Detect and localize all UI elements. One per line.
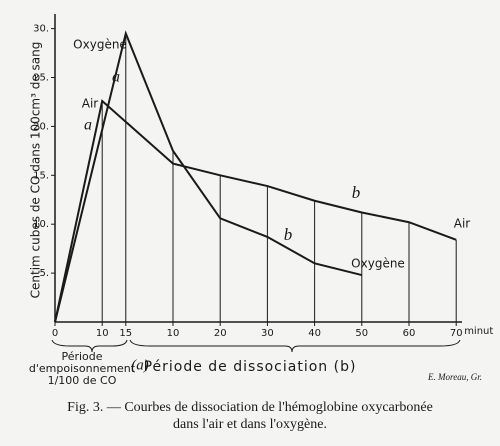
y-tick-label: 5.	[39, 268, 49, 279]
caption: dans l'air et dans l'oxygène.	[173, 417, 327, 432]
y-tick-label: 15.	[33, 170, 49, 181]
brace-a	[51, 339, 128, 353]
y-axis-label: Centim cubes de CO dans 100cm³ de sang	[29, 42, 43, 299]
annotation: E. Moreau, Gr.	[427, 372, 482, 382]
annotation: b	[352, 183, 361, 202]
x-tick-label: 30	[261, 328, 274, 339]
period-a-label: 1/100 de CO	[48, 374, 117, 387]
annotation: b	[284, 225, 293, 244]
period-a-tag: (a)	[131, 357, 149, 373]
y-tick-label: 20.	[33, 121, 49, 132]
series-label: Air	[454, 217, 471, 231]
caption: Fig. 3. — Courbes de dissociation de l'h…	[67, 400, 433, 415]
x-tick-label: 70	[450, 328, 463, 339]
period-b: Période de dissociation (b)	[144, 359, 357, 375]
series-label: Oxygène	[73, 38, 127, 52]
series-line	[54, 30, 363, 323]
y-tick-label: 10.	[33, 219, 49, 230]
y-tick-label: 25.	[33, 73, 49, 84]
y-tick-label: 30.	[33, 24, 49, 35]
x-tick-label: 60	[403, 328, 416, 339]
x-tick-label: 50	[355, 328, 368, 339]
x-tick-label: 0	[52, 328, 58, 339]
x-tick-label: 40	[308, 328, 321, 339]
annotation: a	[84, 117, 92, 134]
x-tick-label: 20	[214, 328, 227, 339]
series-label: Oxygène	[351, 257, 405, 271]
period-a-label: Période	[61, 350, 102, 363]
x-tick-label: 10	[96, 328, 109, 339]
x-tick-label: 10	[167, 328, 180, 339]
x-axis-label: minut	[464, 326, 493, 337]
brace-b	[129, 339, 461, 353]
period-a-label: d'empoisonnement	[29, 362, 136, 375]
annotation: a	[112, 69, 120, 86]
series-label: Air	[82, 97, 99, 111]
series-line	[54, 99, 457, 323]
x-tick-label: 15	[119, 328, 132, 339]
